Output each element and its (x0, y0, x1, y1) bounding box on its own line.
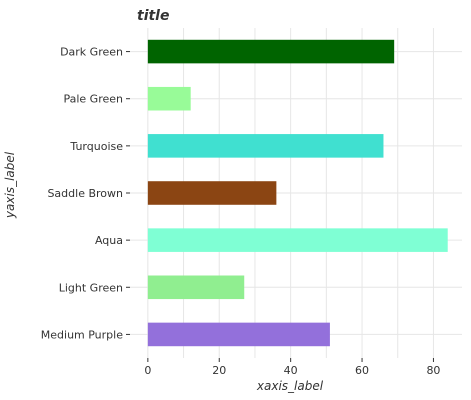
x-tick-label: 80 (426, 364, 440, 377)
x-tick-label: 60 (355, 364, 369, 377)
x-tick-label: 20 (212, 364, 226, 377)
y-tick-label: Light Green (59, 281, 123, 294)
bar-turquoise (147, 134, 384, 158)
bar-pale-green (147, 86, 191, 111)
chart-title: title (137, 8, 169, 24)
y-tick-label: Aqua (95, 234, 123, 247)
x-tick-label: 0 (144, 364, 151, 377)
bar-saddle-brown (147, 181, 277, 205)
bar-medium-purple (147, 322, 330, 347)
bars (147, 39, 448, 347)
y-tick-label: Medium Purple (41, 328, 123, 341)
bar-light-green (147, 275, 245, 300)
x-axis-title: xaxis_label (256, 379, 324, 393)
y-axis: Medium Purple Light Green Aqua Saddle Brown… (41, 46, 130, 341)
x-axis: 0 20 40 60 80 (144, 358, 440, 377)
y-tick-label: Saddle Brown (47, 187, 123, 200)
x-tick-label: 40 (284, 364, 298, 377)
bar-aqua (147, 228, 448, 252)
y-tick-label: Dark Green (60, 46, 123, 59)
y-axis-title: yaxis_label (3, 151, 17, 219)
y-tick-label: Turquoise (69, 140, 123, 153)
y-tick-label: Pale Green (63, 93, 123, 106)
bar-dark-green (147, 39, 395, 64)
